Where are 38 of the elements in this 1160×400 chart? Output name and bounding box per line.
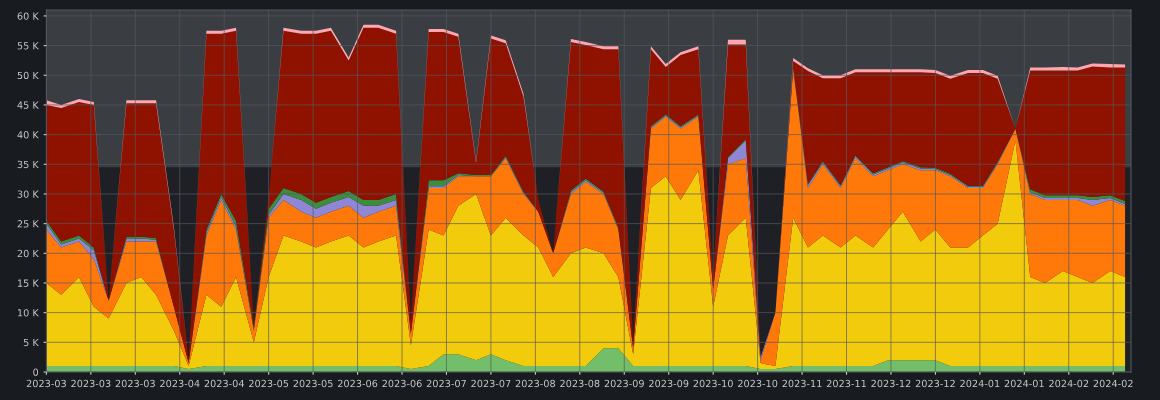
y-tick-label: 45 K — [17, 101, 39, 109]
x-tick-label: 2023-04 — [160, 379, 200, 388]
x-tick-label: 2023-10 — [738, 379, 778, 388]
x-tick-label: 2024-01 — [960, 379, 1000, 388]
y-tick-label: 50 K — [17, 71, 39, 80]
x-tick-label: 2023-06 — [337, 379, 378, 388]
x-tick-label: 2023-06 — [382, 379, 422, 388]
x-tick-label: 2023-08 — [515, 379, 555, 388]
y-tick-label: 55 K — [17, 42, 39, 50]
x-tick-label: 2023-10 — [693, 379, 733, 388]
x-tick-label: 2023-07 — [471, 379, 511, 388]
y-tick-label: 60 K — [17, 12, 39, 20]
y-tick-label: 35 K — [17, 160, 39, 169]
x-tick-label: 2023-05 — [293, 379, 333, 388]
x-tick-label: 2024-01 — [1004, 379, 1044, 388]
y-tick-label: 0 — [33, 368, 39, 376]
x-tick-label: 2023-05 — [249, 379, 289, 388]
x-tick-label: 2023-03 — [71, 379, 111, 388]
x-tick-label: 2023-08 — [560, 379, 600, 388]
y-tick-label: 25 K — [17, 220, 39, 228]
y-tick-label: 40 K — [17, 131, 39, 139]
x-tick-label: 2024-02 — [1049, 379, 1089, 388]
y-tick-label: 10 K — [17, 309, 39, 317]
y-tick-label: 15 K — [17, 279, 39, 287]
y-tick-label: 20 K — [17, 249, 39, 258]
x-tick-label: 2023-12 — [915, 379, 955, 388]
x-tick-label: 2024-02 — [1093, 379, 1133, 388]
x-tick-label: 2023-11 — [782, 379, 822, 388]
x-tick-label: 2023-11 — [826, 379, 866, 388]
x-tick-label: 2023-12 — [871, 379, 911, 388]
x-tick-label: 2023-04 — [204, 379, 244, 388]
y-tick-label: 5 K — [23, 338, 39, 347]
x-tick-label: 2023-03 — [26, 379, 66, 388]
y-tick-label: 30 K — [17, 190, 39, 198]
x-tick-label: 2023-09 — [649, 379, 689, 388]
x-tick-label: 2023-09 — [604, 379, 644, 388]
x-tick-label: 2023-03 — [115, 379, 155, 388]
x-tick-label: 2023-07 — [426, 379, 466, 388]
